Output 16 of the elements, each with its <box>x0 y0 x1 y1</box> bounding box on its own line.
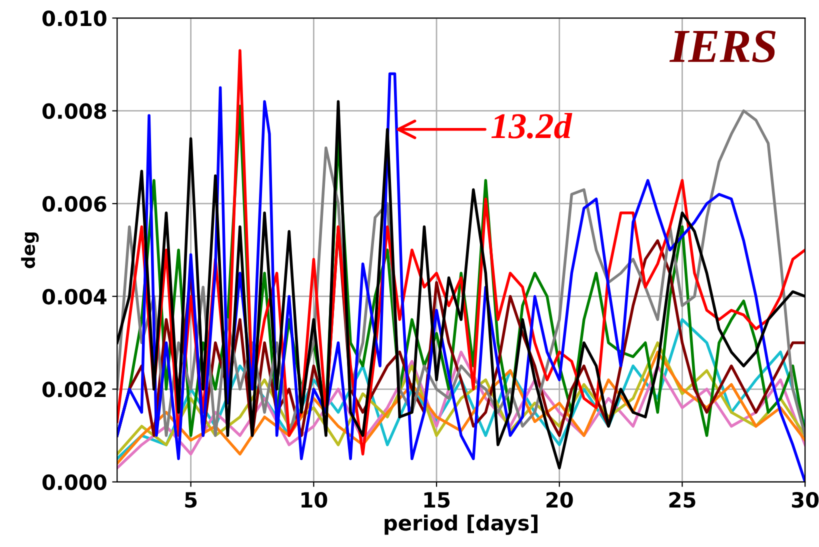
annotation: IERS <box>669 30 776 62</box>
x-tick-label: 20 <box>546 492 573 508</box>
y-tick-label: 0.008 <box>42 103 106 120</box>
y-axis-title: deg <box>21 232 39 268</box>
y-tick-label: 0.000 <box>42 474 106 490</box>
x-tick-label: 5 <box>185 492 197 508</box>
x-tick-label: 15 <box>424 492 450 508</box>
y-tick-label: 0.004 <box>42 288 106 305</box>
x-tick-label: 30 <box>792 492 819 508</box>
annotation: 13.2d <box>491 113 572 139</box>
y-tick-label: 0.010 <box>42 10 106 26</box>
y-tick-label: 0.006 <box>42 196 106 212</box>
x-tick-label: 10 <box>302 492 328 508</box>
x-axis-title: period [days] <box>384 514 538 535</box>
y-tick-label: 0.002 <box>42 382 106 398</box>
x-tick-label: 25 <box>669 492 696 508</box>
